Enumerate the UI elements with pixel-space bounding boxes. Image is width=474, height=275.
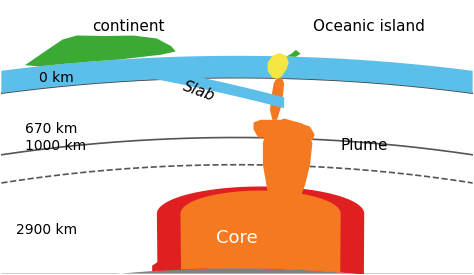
Polygon shape [254,120,315,140]
Text: continent: continent [92,19,165,34]
Polygon shape [110,60,284,108]
Text: 1000 km: 1000 km [25,139,86,153]
Text: 2900 km: 2900 km [16,223,77,237]
Text: 670 km: 670 km [25,122,77,136]
Polygon shape [25,35,176,66]
Text: Slab: Slab [181,79,217,104]
Polygon shape [1,268,473,275]
Polygon shape [181,191,341,273]
Text: Core: Core [216,229,258,247]
Text: 0 km: 0 km [39,71,74,85]
Polygon shape [286,50,301,57]
Text: Plume: Plume [341,138,388,153]
Polygon shape [268,53,289,79]
Polygon shape [263,119,312,208]
Polygon shape [157,186,364,275]
Text: Oceanic island: Oceanic island [313,19,425,34]
Polygon shape [1,56,473,93]
Polygon shape [270,78,284,120]
Polygon shape [152,256,209,271]
